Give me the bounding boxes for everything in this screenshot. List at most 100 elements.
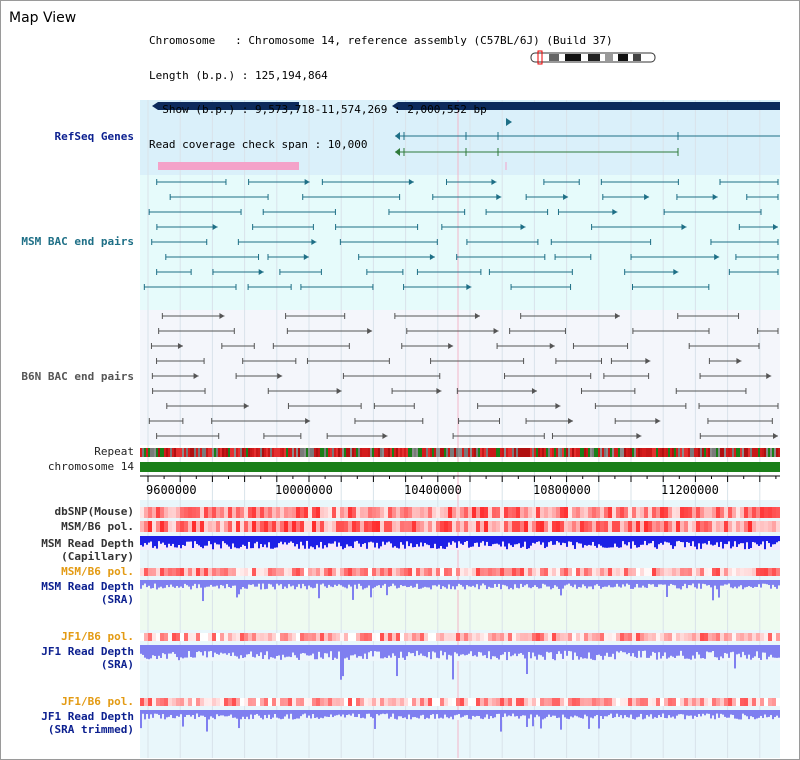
track-label-chromosome[interactable]: chromosome 14 — [47, 460, 134, 473]
heat-cell — [552, 698, 556, 706]
depth-bar — [688, 645, 690, 659]
heat-cell — [432, 568, 436, 576]
gene-block — [398, 102, 780, 110]
depth-bar — [142, 580, 144, 586]
depth-bar — [472, 536, 474, 547]
track-label-msm-depth-cap-1[interactable]: MSM Read Depth — [41, 537, 134, 550]
depth-bar — [700, 645, 702, 659]
depth-bar — [242, 645, 244, 658]
heat-cell — [724, 633, 728, 641]
depth-bar — [604, 710, 606, 717]
heat-cell — [332, 521, 336, 532]
track-label-jf1-pol-2[interactable]: JF1/B6 pol. — [61, 695, 134, 708]
repeat-mark — [276, 448, 278, 457]
track-label-jf1-pol[interactable]: JF1/B6 pol. — [61, 630, 134, 643]
depth-bar — [150, 710, 152, 715]
depth-bar — [698, 645, 700, 655]
depth-bar — [218, 710, 220, 717]
depth-bar — [682, 580, 684, 587]
heat-cell — [200, 633, 204, 641]
track-label-jf1-depth-sra-1[interactable]: JF1 Read Depth — [41, 645, 134, 658]
depth-bar — [232, 710, 234, 718]
heat-cell — [588, 633, 592, 641]
repeat-mark — [628, 448, 630, 457]
depth-bar — [508, 710, 510, 716]
track-label-jf1-trim-1[interactable]: JF1 Read Depth — [41, 710, 134, 723]
depth-bar — [736, 580, 738, 589]
heat-cell — [236, 568, 240, 576]
depth-bar — [514, 536, 516, 545]
depth-bar — [304, 536, 306, 549]
heat-cell — [252, 568, 256, 576]
depth-bar — [394, 580, 396, 586]
heat-cell — [452, 521, 456, 532]
track-label-msm-depth-sra-1[interactable]: MSM Read Depth — [41, 580, 134, 593]
depth-bar — [510, 536, 512, 546]
track-label-msm-pol-2[interactable]: MSM/B6 pol. — [61, 565, 134, 578]
heat-cell — [600, 633, 604, 641]
depth-bar — [672, 645, 674, 657]
heat-cell — [592, 521, 596, 532]
depth-layer — [140, 536, 780, 732]
repeat-mark — [256, 448, 258, 457]
depth-bar — [732, 710, 734, 715]
depth-bar — [306, 580, 308, 590]
heat-cell — [744, 521, 748, 532]
repeat-mark — [266, 448, 268, 457]
depth-bar — [296, 645, 298, 658]
heat-cell — [468, 568, 472, 576]
depth-bar — [552, 580, 554, 589]
heat-cell — [640, 521, 644, 532]
heat-cell — [492, 507, 496, 518]
track-label-b6n-bac[interactable]: B6N BAC end pairs — [21, 370, 134, 383]
heat-cell — [756, 521, 760, 532]
depth-bar — [312, 536, 314, 548]
track-label-refseq[interactable]: RefSeq Genes — [54, 130, 134, 143]
heat-cell — [708, 633, 712, 641]
depth-bar — [356, 645, 358, 658]
depth-bar — [176, 645, 178, 658]
track-label-msm-bac[interactable]: MSM BAC end pairs — [21, 235, 134, 248]
depth-bar — [294, 645, 296, 656]
depth-bar — [372, 710, 374, 719]
heat-cell — [480, 521, 484, 532]
depth-bar — [450, 580, 452, 590]
heat-cell — [532, 568, 536, 576]
heat-cell — [564, 633, 568, 641]
depth-bar — [154, 645, 156, 656]
depth-bar — [140, 536, 142, 546]
depth-bar — [152, 536, 154, 548]
depth-bar — [464, 536, 466, 542]
heat-cell — [400, 507, 404, 518]
depth-bar — [284, 580, 286, 587]
heat-cell — [232, 698, 236, 706]
track-label-msm-pol[interactable]: MSM/B6 pol. — [61, 520, 134, 533]
depth-bar — [776, 536, 778, 543]
depth-bar — [406, 536, 408, 542]
heat-cell — [744, 698, 748, 706]
depth-bar — [178, 710, 180, 717]
heat-cell — [260, 698, 264, 706]
depth-bar — [330, 710, 332, 715]
heat-cell — [196, 521, 200, 532]
heat-cell — [728, 507, 732, 518]
track-label-repeat[interactable]: Repeat — [94, 445, 134, 458]
depth-bar — [588, 536, 590, 545]
heat-cell — [748, 698, 752, 706]
heat-cell — [428, 698, 432, 706]
repeat-mark — [678, 448, 680, 457]
heat-cell — [740, 698, 744, 706]
repeat-mark — [462, 448, 464, 457]
depth-bar — [358, 710, 360, 715]
depth-bar — [322, 580, 324, 584]
depth-bar — [238, 645, 240, 659]
depth-bar — [422, 536, 424, 547]
depth-bar — [254, 580, 256, 587]
depth-bar — [310, 710, 312, 719]
depth-bar — [192, 536, 194, 548]
repeat-mark — [428, 448, 430, 457]
track-label-dbsnp[interactable]: dbSNP(Mouse) — [54, 505, 134, 518]
depth-bar — [668, 580, 670, 586]
depth-bar — [512, 710, 514, 714]
